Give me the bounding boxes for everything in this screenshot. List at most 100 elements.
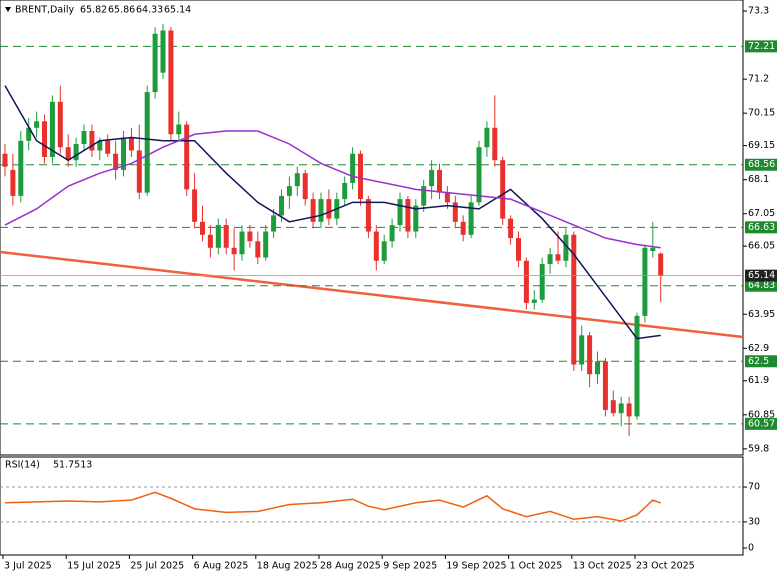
level-tag (745, 417, 777, 430)
candle-body (531, 299, 537, 303)
level-label: 68.56 (748, 159, 775, 170)
candle-body (215, 225, 221, 248)
candle-body (247, 231, 253, 242)
candle-body (381, 241, 387, 261)
y-tick-label: 60.85 (748, 409, 775, 420)
rsi-value: 51.7513 (53, 460, 92, 471)
candle-body (57, 101, 63, 148)
y-tick-label: 71.2 (748, 74, 769, 85)
x-tick-label: 28 Aug 2025 (320, 561, 381, 572)
candle-body (207, 234, 213, 248)
candle-body (492, 127, 498, 161)
candle-body (223, 225, 229, 248)
candle-body (500, 160, 506, 219)
candle-body (642, 247, 648, 316)
candle-body (105, 140, 111, 154)
level-tag (745, 158, 777, 171)
candle-body (326, 199, 332, 219)
candle-body (97, 140, 103, 151)
x-tick-label: 23 Oct 2025 (636, 561, 695, 572)
plot-layer (0, 23, 744, 523)
candle-body (279, 195, 284, 216)
open: 65.82 (80, 5, 107, 16)
rsi-tick-label: 0 (748, 543, 754, 554)
candle-body (579, 335, 585, 365)
x-tick-label: 6 Aug 2025 (194, 561, 249, 572)
level-tag (745, 355, 777, 368)
candle-body (523, 260, 529, 303)
level-tag (745, 279, 777, 292)
candle-body (42, 121, 47, 157)
candle-body (286, 186, 292, 196)
y-tick-label: 68.1 (748, 174, 769, 185)
candle-body (658, 253, 664, 276)
rsi-panel (0, 456, 744, 556)
price-label: 65.14 (748, 270, 775, 281)
candle-body (539, 263, 545, 300)
x-tick-label: 13 Oct 2025 (573, 561, 632, 572)
candle-body (10, 169, 16, 196)
trendline (0, 250, 744, 339)
candle-body (350, 153, 356, 183)
x-tick-label: 19 Sep 2025 (446, 561, 506, 572)
candle-body (176, 124, 182, 135)
candle-body (294, 173, 300, 187)
candle-body (595, 361, 600, 375)
candle-body (255, 241, 261, 258)
candle-body (373, 231, 379, 261)
candle-body (444, 192, 450, 203)
candle-body (89, 131, 95, 151)
price-tag (745, 269, 777, 282)
moving-average (4, 85, 661, 340)
level-tag (745, 221, 777, 234)
candle-body (231, 247, 237, 255)
candle-body (73, 143, 79, 161)
candle-body (26, 127, 32, 141)
candle-body (184, 124, 190, 190)
candle-body (2, 153, 8, 167)
x-tick-label: 3 Jul 2025 (4, 561, 52, 572)
level-label: 64.83 (748, 280, 775, 291)
candle-body (200, 221, 205, 235)
candle-body (468, 202, 474, 235)
level-label: 72.21 (748, 41, 775, 52)
candle-body (405, 199, 411, 232)
x-tick-label: 15 Jul 2025 (67, 561, 121, 572)
menu-arrow (5, 7, 11, 12)
x-tick-label: 18 Aug 2025 (257, 561, 318, 572)
candle-body (318, 199, 324, 222)
candle-body (397, 199, 403, 226)
candle-body (81, 131, 87, 144)
rsi-line (4, 491, 661, 522)
candle-body (365, 199, 371, 232)
candle-body (121, 137, 126, 170)
candle-body (302, 173, 308, 200)
symbol: BRENT,Daily (15, 5, 74, 16)
y-tick-label: 69.15 (748, 140, 775, 151)
y-tick-label: 62.9 (748, 343, 769, 354)
candle-body (452, 202, 458, 222)
level-tag (745, 40, 777, 53)
candle-body (160, 30, 166, 73)
candle-body (618, 403, 624, 414)
candle-body (476, 147, 482, 203)
candle-body (192, 189, 198, 222)
y-tick-label: 66.05 (748, 241, 775, 252)
candle-body (152, 33, 158, 93)
x-tick-label: 9 Sep 2025 (383, 561, 437, 572)
candle-body (563, 234, 569, 261)
rsi-tick-label: 30 (748, 516, 760, 527)
candle-body (413, 205, 419, 232)
candle-body (49, 101, 55, 157)
candle-body (263, 231, 269, 258)
candle-body (65, 147, 71, 161)
candle-body (136, 150, 142, 193)
candle-body (18, 140, 24, 196)
candle-body (516, 238, 521, 261)
moving-average (4, 130, 661, 249)
rsi-tick-label: 70 (748, 482, 760, 493)
candle-body (547, 254, 553, 264)
candle-body (626, 403, 632, 417)
high: 65.86 (108, 5, 135, 16)
